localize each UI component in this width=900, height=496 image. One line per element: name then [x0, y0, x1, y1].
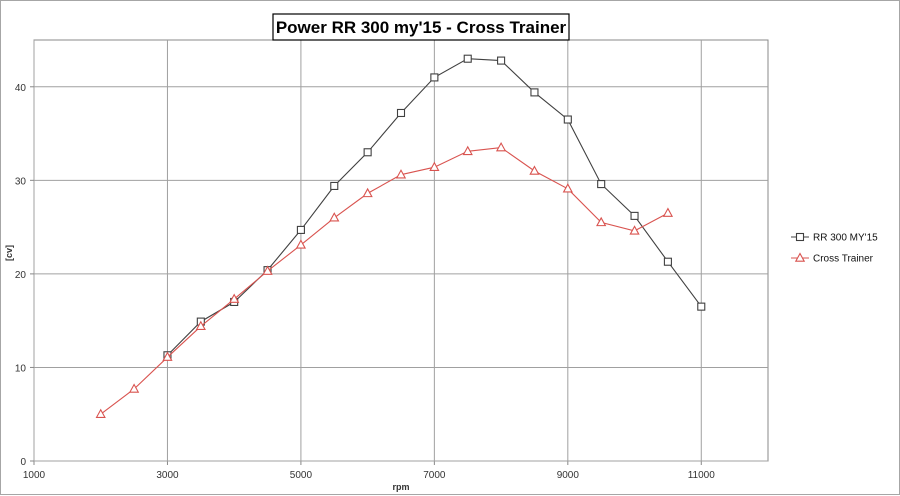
data-point	[430, 73, 439, 82]
data-point	[362, 187, 373, 198]
tick-labels: 1000 3000 5000 7000 9000 11000 0 10 20 30 40	[15, 83, 715, 481]
plot-area	[33, 39, 769, 462]
data-point	[363, 148, 372, 157]
chart-title: Power RR 300 my'15 - Cross Trainer	[276, 18, 567, 37]
y-tick-label: 0	[20, 457, 26, 468]
legend-triangle-icon	[794, 252, 806, 262]
legend-label: Cross Trainer	[813, 254, 874, 265]
data-point	[463, 54, 472, 63]
data-point	[395, 169, 407, 179]
x-tick-label: 3000	[156, 470, 179, 481]
y-tick-label: 30	[15, 176, 27, 187]
data-point	[296, 225, 305, 234]
data-point	[329, 212, 340, 222]
data-point	[396, 108, 406, 118]
x-tick-label: 9000	[557, 470, 580, 481]
data-point	[330, 181, 339, 190]
data-point	[662, 207, 674, 217]
data-point	[597, 180, 606, 189]
chart-title-box: Power RR 300 my'15 - Cross Trainer	[272, 13, 570, 41]
data-point	[495, 141, 507, 152]
data-point	[162, 351, 173, 361]
data-point	[563, 115, 572, 124]
y-tick-label: 10	[15, 363, 27, 374]
x-tick-label: 5000	[290, 470, 313, 481]
data-point	[562, 183, 573, 193]
x-tick-label: 7000	[423, 470, 446, 481]
series-2	[95, 141, 674, 418]
x-tick-label: 11000	[688, 470, 716, 481]
data-point	[229, 293, 240, 303]
data-point	[596, 216, 607, 227]
legend-label: RR 300 MY'15	[813, 233, 878, 244]
data-point	[195, 320, 206, 331]
legend-entry-2: Cross Trainer	[791, 252, 874, 265]
legend: RR 300 MY'15 Cross Trainer	[791, 233, 878, 265]
series-layer	[95, 54, 706, 418]
data-point	[462, 145, 473, 156]
chart-title-border	[272, 13, 570, 41]
x-axis-title: rpm	[392, 482, 409, 492]
data-point	[697, 302, 706, 311]
y-tick-label: 40	[15, 83, 27, 94]
data-point	[497, 56, 506, 65]
grid-layer	[30, 40, 768, 465]
data-point	[262, 265, 273, 275]
legend-entry-1: RR 300 MY'15	[791, 233, 878, 244]
y-tick-label: 20	[15, 270, 27, 281]
data-point	[295, 239, 307, 249]
data-point	[629, 225, 640, 235]
data-point	[429, 161, 440, 171]
data-point	[529, 165, 540, 175]
y-axis-title: [cv]	[4, 245, 14, 261]
x-tick-label: 1000	[23, 470, 46, 481]
data-point	[530, 88, 539, 97]
data-point	[663, 257, 672, 266]
legend-square-icon	[795, 232, 805, 242]
data-point	[128, 383, 140, 393]
series-line	[100, 147, 669, 415]
data-point	[95, 408, 106, 418]
data-point	[630, 211, 639, 220]
